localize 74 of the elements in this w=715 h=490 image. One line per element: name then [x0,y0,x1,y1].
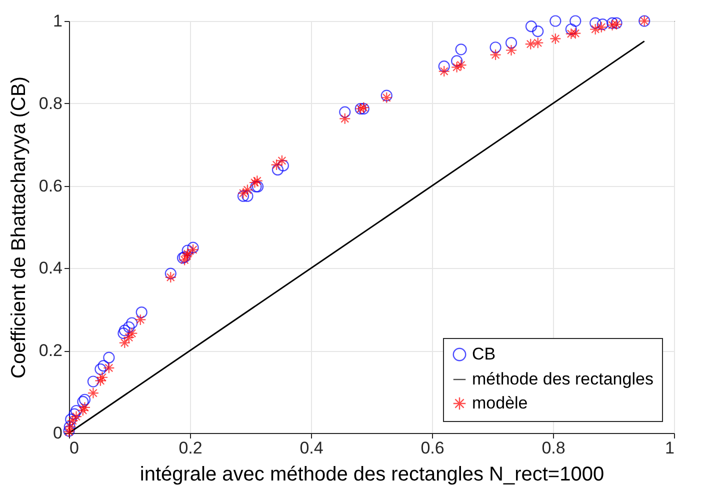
point [451,55,463,67]
point [490,48,502,61]
point [438,65,450,78]
point [96,372,108,384]
point [94,363,106,375]
point [590,23,602,36]
y-tick-label: 0.2 [38,341,62,360]
legend-label: méthode des rectangles [472,370,654,388]
x-tick-label: 0.8 [542,438,566,458]
y-tick-label: 0.6 [38,176,62,196]
point [248,176,261,188]
point [455,59,467,71]
point [505,44,518,56]
point [490,42,502,54]
point [136,306,148,318]
point [181,250,193,262]
point [123,321,135,333]
point [118,324,130,336]
legend-label: modèle [472,394,528,412]
point [251,175,263,187]
point [590,17,602,29]
point [123,332,135,344]
point [339,106,351,118]
point [134,314,146,326]
x-tick-label: 1 [665,438,674,458]
point [270,158,282,171]
point [164,271,176,284]
x-axis-title: intégrale avec méthode des rectangles N_rect=1000 [140,464,604,486]
point [570,28,582,40]
point [182,244,194,256]
point [118,328,130,340]
x-tick-label: 0 [70,438,79,458]
point [182,248,194,260]
point [77,404,89,416]
point [68,408,80,420]
point [164,268,176,280]
point [276,154,288,166]
point [87,387,99,399]
point [339,112,351,124]
x-tick-label: 0.6 [420,438,444,458]
point [596,18,608,30]
y-tick-label: 0.8 [38,94,62,113]
point [103,352,115,364]
point [242,184,254,196]
y-tick-label: 0 [53,424,62,442]
point [103,362,115,374]
point [87,376,99,388]
y-axis-title: Coefficient de Bhattacharyya (CB) [8,76,30,379]
point [70,404,82,417]
point [455,44,467,56]
point [126,328,138,340]
point [272,164,284,176]
point [78,402,91,414]
x-tick-label: 0.4 [300,438,324,458]
legend-label: CB [472,344,496,364]
point [532,26,544,38]
point [118,336,130,349]
point [98,360,110,372]
point [70,410,82,422]
point [94,374,106,386]
point [505,37,518,49]
y-tick-label: 1 [53,12,62,30]
point [237,190,250,202]
x-tick-label: 0.2 [178,438,202,458]
y-tick-label: 0.4 [38,258,62,278]
point [550,32,562,45]
point [570,15,582,27]
point [565,28,577,40]
point [126,317,138,329]
point [438,60,450,72]
point [525,20,538,32]
point [550,15,562,27]
point [451,61,463,73]
point [237,187,250,200]
